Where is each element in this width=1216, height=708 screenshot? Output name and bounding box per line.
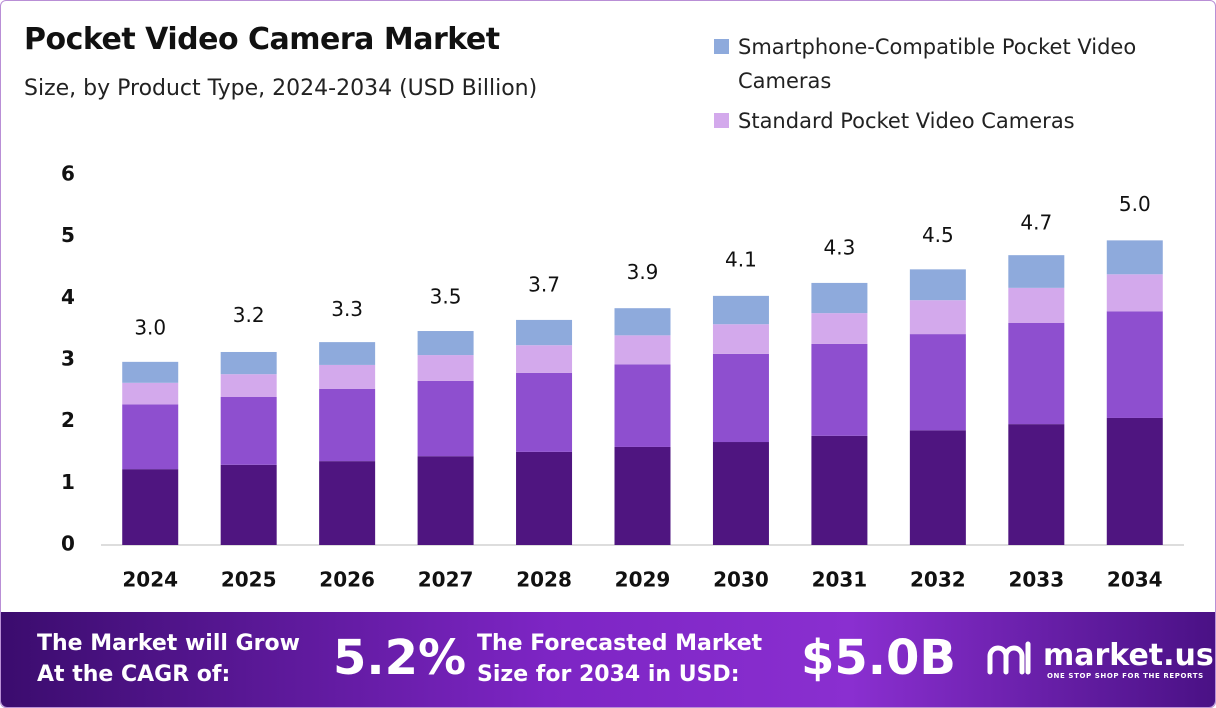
bar-segment [122, 469, 179, 545]
bar-segment [417, 380, 474, 457]
total-label: 3.5 [430, 285, 462, 309]
bar-segment [122, 404, 179, 470]
y-tick-label: 1 [61, 470, 75, 494]
bar-segment [712, 353, 769, 443]
x-tick-label: 2029 [615, 568, 671, 592]
bar-segment [319, 388, 376, 462]
legend-item: Standard Pocket Video Cameras [714, 104, 1194, 138]
bar-segment [220, 464, 277, 545]
bar-segment [319, 364, 376, 389]
x-tick-label: 2034 [1107, 568, 1163, 592]
tagline: ONE STOP SHOP FOR THE REPORTS [1047, 672, 1204, 680]
bar-segment [319, 461, 376, 545]
bar-segment [1106, 274, 1163, 312]
total-label: 4.5 [922, 223, 954, 247]
bar-segment [811, 343, 868, 436]
bar-segment [516, 345, 573, 373]
legend: Smartphone-Compatible Pocket Video Camer… [714, 30, 1194, 144]
bar-segment [1008, 323, 1065, 425]
bar-segment [909, 269, 966, 301]
forecast-value: $5.0B [801, 630, 957, 686]
bar-segment [1106, 311, 1163, 418]
total-label: 4.3 [824, 235, 856, 259]
y-tick-label: 2 [61, 408, 75, 432]
bar-segment [220, 397, 277, 465]
y-tick-label: 0 [61, 532, 75, 556]
forecast-text: The Forecasted Market Size for 2034 in U… [477, 631, 763, 687]
bar-segment [909, 300, 966, 335]
bar-segment [614, 308, 671, 336]
total-label: 5.0 [1119, 192, 1151, 216]
bar-segment [614, 364, 671, 447]
x-tick-label: 2033 [1008, 568, 1064, 592]
x-tick-label: 2026 [319, 568, 375, 592]
x-tick-label: 2030 [713, 568, 769, 592]
bar-segment [417, 456, 474, 545]
brand: market.us [1043, 638, 1214, 673]
chart-subtitle: Size, by Product Type, 2024-2034 (USD Bi… [24, 76, 538, 101]
bar-segment [614, 335, 671, 365]
footer: The Market will Grow At the CAGR of: 5.2… [1, 612, 1215, 707]
x-tick-label: 2027 [418, 568, 474, 592]
legend-label: Smartphone-Compatible Pocket Video Camer… [738, 35, 1137, 93]
x-tick-label: 2028 [516, 568, 572, 592]
total-label: 4.7 [1020, 211, 1052, 235]
legend-item: Smartphone-Compatible Pocket Video Camer… [714, 30, 1194, 98]
bar-segment [1106, 240, 1163, 275]
bar-segment [220, 351, 277, 375]
chart: 0 1 2 3 4 5 6 2024 3.0 2025 3.2 2026 3.3 2027 3.5 2028 3… [61, 162, 1184, 592]
total-label: 3.9 [627, 260, 659, 284]
x-tick-label: 2024 [122, 568, 178, 592]
bar-segment [417, 331, 474, 356]
bar-segment [516, 372, 573, 452]
y-tick-label: 5 [61, 223, 75, 247]
brand-icon [987, 641, 1031, 675]
y-tick-label: 6 [61, 162, 75, 186]
bar-segment [516, 451, 573, 545]
chart-title: Pocket Video Camera Market [24, 22, 500, 57]
legend-label: Standard Pocket Video Cameras [738, 109, 1075, 133]
cagr-text: The Market will Grow At the CAGR of: [37, 631, 300, 687]
x-tick-label: 2025 [221, 568, 277, 592]
bar-segment [909, 334, 966, 431]
bar-segment [811, 435, 868, 545]
bar-segment [909, 430, 966, 545]
bar-segment [122, 382, 179, 405]
total-label: 3.3 [331, 297, 363, 321]
x-tick-label: 2032 [910, 568, 966, 592]
legend-swatch [714, 39, 729, 54]
total-label: 4.1 [725, 248, 757, 272]
bar-segment [712, 295, 769, 325]
y-tick-label: 3 [61, 347, 75, 371]
total-label: 3.2 [233, 303, 265, 327]
bar-segment [811, 282, 868, 314]
bar-segment [1106, 417, 1163, 545]
bar-segment [417, 355, 474, 381]
bar-segment [712, 324, 769, 354]
cagr-value: 5.2% [333, 630, 467, 686]
bar-segment [1008, 287, 1065, 323]
total-label: 3.0 [134, 316, 166, 340]
bar-segment [319, 342, 376, 365]
total-label: 3.7 [528, 272, 560, 296]
bar-segment [614, 446, 671, 545]
bar-segment [1008, 424, 1065, 545]
bar-segment [122, 361, 179, 383]
bar-segment [1008, 255, 1065, 288]
bar-segment [712, 442, 769, 545]
bar-segment [811, 313, 868, 344]
x-tick-label: 2031 [812, 568, 868, 592]
bar-segment [516, 319, 573, 346]
bar-segment [220, 374, 277, 397]
y-tick-label: 4 [61, 285, 75, 309]
legend-swatch [714, 113, 729, 128]
